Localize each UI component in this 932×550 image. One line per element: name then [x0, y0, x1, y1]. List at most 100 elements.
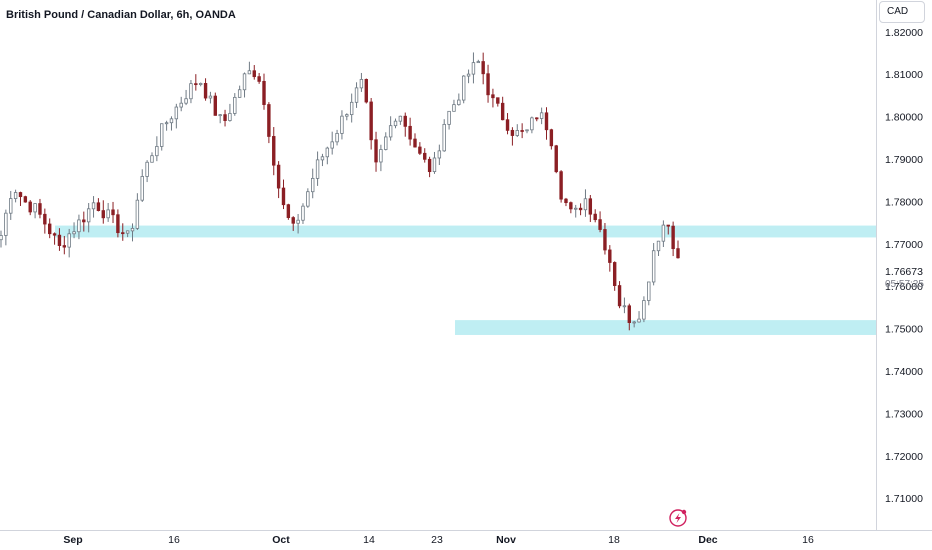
candle — [457, 93, 461, 106]
candle — [174, 103, 179, 129]
candle — [340, 110, 344, 140]
candle — [564, 197, 568, 207]
candle — [345, 113, 349, 121]
price-tick-label: 1.75000 — [885, 324, 923, 336]
price-axis[interactable]: 1.82000 1.81000 1.80000 1.79000 1.78000 1.770… — [885, 27, 923, 505]
candle — [549, 128, 554, 150]
candle — [539, 107, 544, 125]
candle — [418, 142, 422, 155]
candle — [632, 320, 636, 328]
price-tick-label: 1.77000 — [885, 239, 923, 251]
candle — [569, 201, 573, 214]
candle — [530, 116, 534, 134]
candle — [496, 97, 500, 107]
candle — [77, 214, 81, 240]
candle — [169, 116, 174, 131]
support-zone[interactable] — [55, 225, 876, 238]
candle — [179, 96, 183, 112]
candle — [578, 203, 583, 216]
time-axis[interactable]: Sep 16 Oct 14 23 Nov 18 Dec 16 — [63, 534, 814, 546]
candle — [603, 222, 607, 255]
candle — [651, 243, 656, 286]
candle — [160, 123, 164, 151]
candle — [184, 89, 188, 106]
candle — [125, 230, 130, 238]
price-tick-label: 1.72000 — [885, 451, 923, 463]
candle — [296, 213, 300, 234]
candle — [252, 65, 256, 80]
candle — [203, 78, 208, 101]
candle — [311, 168, 315, 199]
candle — [379, 144, 383, 172]
candle — [320, 153, 325, 167]
candle — [544, 107, 549, 140]
candle — [106, 202, 110, 222]
candle — [48, 218, 52, 239]
candle — [369, 97, 373, 150]
candle — [82, 211, 86, 232]
current-price-label: 1.76673 — [885, 266, 923, 278]
candle — [286, 203, 291, 220]
candle — [452, 99, 456, 112]
candle — [213, 92, 218, 116]
candle — [330, 131, 334, 155]
candle — [228, 103, 232, 122]
candle — [150, 152, 154, 163]
candle — [637, 311, 641, 323]
candle — [486, 64, 490, 103]
candle — [272, 127, 276, 176]
price-tick-label: 1.79000 — [885, 154, 923, 166]
candle — [432, 151, 437, 174]
candle — [413, 133, 417, 148]
candle — [384, 132, 388, 151]
candle — [515, 124, 519, 138]
candle — [598, 211, 602, 233]
candle — [111, 201, 115, 224]
candle — [583, 189, 588, 217]
candle — [135, 193, 140, 231]
time-tick-label: Sep — [63, 534, 82, 546]
candle — [121, 223, 125, 241]
candle — [140, 169, 144, 202]
candle — [291, 216, 295, 231]
candle — [101, 200, 105, 224]
candle — [676, 240, 680, 259]
candle — [223, 109, 227, 127]
candle — [525, 129, 529, 134]
currency-button[interactable]: CAD — [879, 1, 925, 23]
candle — [43, 208, 47, 234]
candle — [476, 59, 481, 64]
candle — [388, 116, 393, 141]
candle — [281, 179, 286, 210]
candle — [72, 222, 76, 239]
candle — [627, 303, 631, 331]
candle — [535, 117, 539, 122]
candle — [247, 61, 252, 75]
candle — [262, 73, 266, 110]
candle — [52, 232, 57, 245]
candle — [242, 72, 247, 98]
candle — [574, 204, 578, 218]
support-zone[interactable] — [455, 320, 876, 335]
zones-layer — [55, 225, 876, 335]
candle — [461, 75, 466, 104]
candle — [505, 113, 510, 135]
candle — [427, 156, 432, 178]
candle — [0, 230, 3, 248]
candle — [91, 196, 96, 218]
candle — [18, 191, 23, 206]
candle — [38, 198, 42, 219]
candle — [130, 223, 135, 242]
candle — [116, 209, 120, 238]
candle — [67, 228, 71, 258]
candle — [661, 220, 666, 248]
time-tick-label: Dec — [698, 534, 717, 546]
time-tick-label: 16 — [802, 534, 814, 546]
lightning-bolt-icon[interactable] — [669, 509, 687, 527]
candle — [423, 148, 427, 163]
candle — [164, 120, 169, 131]
candle — [325, 146, 330, 165]
candle — [447, 110, 451, 130]
